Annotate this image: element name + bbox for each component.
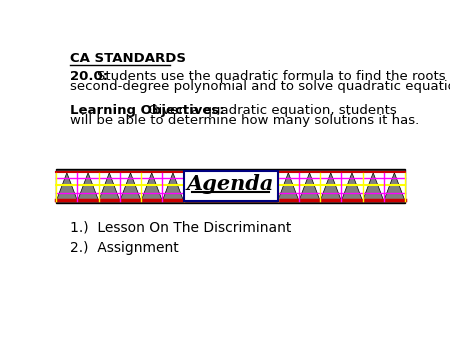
- Polygon shape: [384, 173, 405, 201]
- Text: Given a quadratic equation, students: Given a quadratic equation, students: [144, 103, 397, 117]
- Text: Agenda: Agenda: [187, 174, 274, 194]
- Polygon shape: [162, 173, 184, 201]
- Bar: [56, 169, 405, 203]
- Text: 1.)  Lesson On The Discriminant: 1.) Lesson On The Discriminant: [70, 221, 292, 235]
- Text: 20.0:: 20.0:: [70, 70, 108, 83]
- Text: second-degree polynomial and to solve quadratic equations.: second-degree polynomial and to solve qu…: [70, 80, 450, 93]
- Polygon shape: [77, 173, 99, 201]
- Polygon shape: [99, 173, 120, 201]
- Text: CA STANDARDS: CA STANDARDS: [70, 52, 186, 65]
- Polygon shape: [342, 173, 363, 201]
- Text: Learning Objectives:: Learning Objectives:: [70, 103, 225, 117]
- Text: Students use the quadratic formula to find the roots of a: Students use the quadratic formula to fi…: [97, 70, 450, 83]
- Polygon shape: [320, 173, 342, 201]
- Bar: [56, 171, 405, 201]
- Text: will be able to determine how many solutions it has.: will be able to determine how many solut…: [70, 114, 419, 127]
- Bar: [184, 171, 278, 201]
- Polygon shape: [299, 173, 320, 201]
- Polygon shape: [278, 173, 299, 201]
- Text: 2.)  Assignment: 2.) Assignment: [70, 241, 179, 256]
- Polygon shape: [120, 173, 141, 201]
- Polygon shape: [141, 173, 162, 201]
- Polygon shape: [56, 173, 77, 201]
- Polygon shape: [363, 173, 384, 201]
